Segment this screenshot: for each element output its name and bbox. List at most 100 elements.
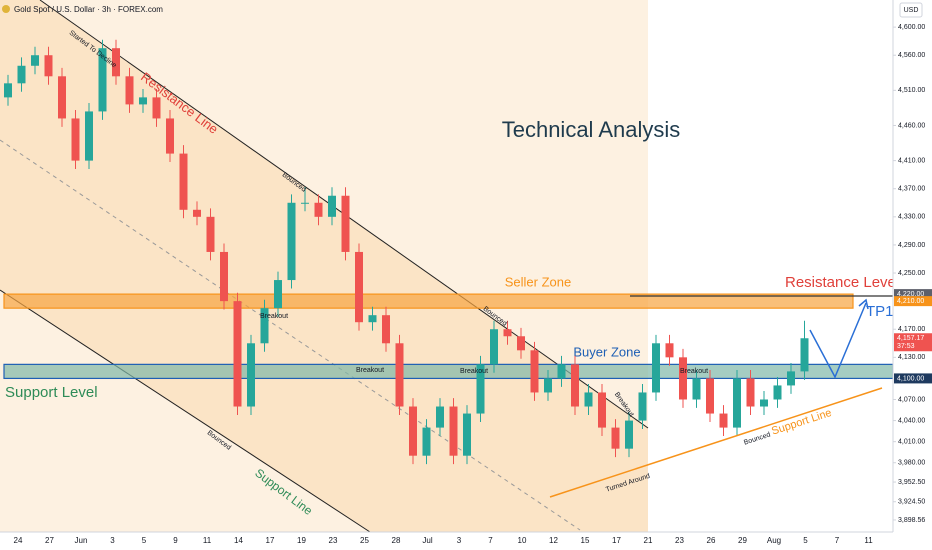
candle-body	[490, 329, 498, 365]
x-tick-label: 3	[110, 536, 115, 545]
candle-body	[233, 301, 242, 407]
candle-body	[31, 55, 39, 66]
candle-body	[719, 413, 728, 428]
candle-body	[409, 406, 417, 456]
y-tick-label: 4,330.00	[898, 214, 925, 221]
candle-body	[692, 378, 701, 400]
y-tick-label: 4,600.00	[898, 24, 925, 31]
symbol: Gold Spot / U.S. Dollar · 3h · FOREX.com	[14, 5, 163, 14]
candle-body	[584, 392, 593, 407]
annotation: Support Line	[770, 407, 833, 438]
x-tick-label: 14	[234, 536, 243, 545]
y-tick-label: 3,924.50	[898, 499, 925, 506]
y-tick-label: 3,952.50	[898, 479, 925, 486]
price-badge-label: 4,100.00	[897, 375, 924, 382]
zone-label: Buyer Zone	[573, 344, 640, 359]
candle-body	[139, 97, 147, 105]
candle-body	[557, 364, 566, 379]
candle-body	[112, 48, 120, 77]
channel-body	[0, 0, 648, 532]
candle-body	[665, 343, 674, 358]
candle-body	[152, 97, 161, 119]
candle-body	[274, 280, 282, 309]
x-tick-label: Aug	[767, 536, 781, 545]
candle-body	[355, 251, 363, 323]
candle-body	[44, 55, 53, 77]
candle-body	[206, 216, 215, 252]
candle-body	[17, 65, 26, 84]
candle-body	[179, 153, 188, 210]
x-tick-label: 9	[173, 536, 178, 545]
candle-body	[247, 343, 255, 407]
zones: Seller Zone Buyer Zone	[3, 274, 894, 380]
candle-body	[382, 315, 390, 344]
zone	[3, 363, 894, 380]
candle-body	[476, 364, 485, 414]
x-tick-label: 5	[803, 536, 808, 545]
candle-body	[571, 364, 579, 407]
y-tick-label: 4,510.00	[898, 87, 925, 94]
x-tick-label: 17	[612, 536, 621, 545]
annotation: Support Level	[5, 384, 98, 401]
candle-body	[463, 413, 471, 456]
candle-body	[58, 76, 66, 119]
y-tick-label: 4,040.00	[898, 417, 925, 424]
y-tick-label: 4,170.00	[898, 326, 925, 333]
y-tick-label: 3,898.56	[898, 517, 925, 524]
x-tick-label: 5	[142, 536, 147, 545]
support-line	[549, 387, 883, 498]
price-badge	[894, 333, 932, 352]
candle-body	[220, 251, 228, 302]
annotation: Resistance Level	[785, 274, 899, 291]
x-tick-label: 24	[14, 536, 23, 545]
price-badge	[894, 373, 932, 384]
candle-body	[517, 336, 525, 351]
annotation: TP1	[866, 303, 894, 320]
price-badge-label: 4,157.17	[897, 335, 924, 342]
y-tick-label: 4,370.00	[898, 186, 925, 193]
annotation: Bounced	[743, 431, 772, 446]
candle-body	[800, 338, 809, 372]
candle-body	[449, 406, 458, 456]
candle-body	[652, 343, 660, 393]
candle-body	[733, 378, 741, 428]
x-tick-label: 10	[518, 536, 527, 545]
price-axis	[893, 0, 932, 550]
candle-body	[638, 392, 647, 421]
zone	[3, 293, 854, 309]
x-tick-label: 28	[392, 536, 401, 545]
y-tick-label: 4,130.00	[898, 354, 925, 361]
time-axis	[0, 532, 932, 550]
candle-body	[679, 357, 687, 400]
x-tick-label: Jun	[75, 536, 88, 545]
countdown: 37:53	[897, 343, 915, 350]
annotation: Breakout	[680, 368, 708, 375]
x-tick-label: 11	[203, 536, 212, 545]
projection-path	[809, 302, 867, 379]
candle-body	[422, 427, 431, 456]
annotation: Breakout	[460, 368, 488, 375]
y-tick-label: 4,250.00	[898, 270, 925, 277]
candle-body	[625, 420, 633, 449]
candle-body	[611, 427, 620, 449]
currency-box	[899, 2, 923, 18]
candle-body	[436, 406, 444, 428]
candle-body	[166, 118, 174, 154]
price-badge	[894, 296, 932, 307]
lower-channel-line	[0, 289, 371, 533]
candle-body	[328, 195, 336, 217]
x-tick-label: 7	[488, 536, 493, 545]
candle-body	[746, 378, 755, 407]
axes: 4,600.00 4,560.00 4,510.00 4,460.00 4,410.00…	[14, 24, 932, 545]
candle-body	[395, 343, 404, 407]
price-badge	[894, 289, 932, 300]
candle-body	[598, 392, 606, 428]
y-tick-label: 4,070.00	[898, 396, 925, 403]
candle-body	[4, 83, 12, 98]
candle-body	[530, 350, 539, 393]
x-tick-label: 11	[864, 536, 873, 545]
candle-body	[287, 202, 296, 281]
symbol-icon	[2, 5, 10, 13]
